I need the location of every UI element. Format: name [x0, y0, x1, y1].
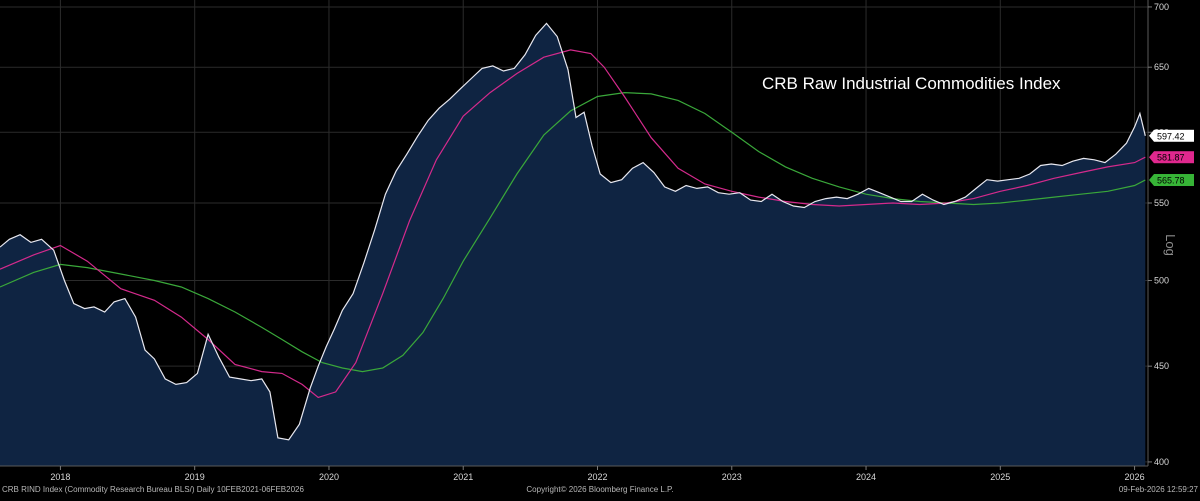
x-tick-label: 2018	[50, 472, 70, 482]
y-tick-label: 450	[1154, 361, 1169, 371]
y-tick-label: 550	[1154, 198, 1169, 208]
x-tick-label: 2024	[856, 472, 876, 482]
y-tick-label: 700	[1154, 2, 1169, 12]
x-tick-label: 2022	[587, 472, 607, 482]
x-tick-label: 2026	[1125, 472, 1145, 482]
last-value-tag-ma_short: 581.87	[1149, 151, 1194, 164]
last-value-label: 565.78	[1157, 176, 1185, 186]
axis-scale-label: Log	[1163, 234, 1178, 256]
y-tick-label: 650	[1154, 62, 1169, 72]
x-tick-label: 2020	[319, 472, 339, 482]
price-area	[0, 23, 1146, 467]
last-value-label: 597.42	[1157, 131, 1185, 141]
x-tick-label: 2023	[722, 472, 742, 482]
x-tick-label: 2021	[453, 472, 473, 482]
ma-long-line	[0, 91, 1146, 373]
y-tick-label: 500	[1154, 276, 1169, 286]
footer-copyright: Copyright© 2026 Bloomberg Finance L.P.	[526, 485, 673, 494]
last-value-tag-price: 597.42	[1149, 129, 1194, 142]
ma-short-line	[0, 49, 1146, 399]
last-value-tag-ma_long: 565.78	[1149, 174, 1194, 187]
footer-source: CRB RIND Index (Commodity Research Burea…	[2, 485, 304, 494]
price-line	[0, 22, 1146, 441]
last-value-label: 581.87	[1157, 153, 1185, 163]
x-tick-label: 2019	[185, 472, 205, 482]
y-tick-label: 400	[1154, 457, 1169, 467]
x-tick-label: 2025	[990, 472, 1010, 482]
footer-timestamp: 09-Feb-2026 12:59:27	[1119, 485, 1199, 494]
chart-title: CRB Raw Industrial Commodities Index	[762, 74, 1061, 93]
